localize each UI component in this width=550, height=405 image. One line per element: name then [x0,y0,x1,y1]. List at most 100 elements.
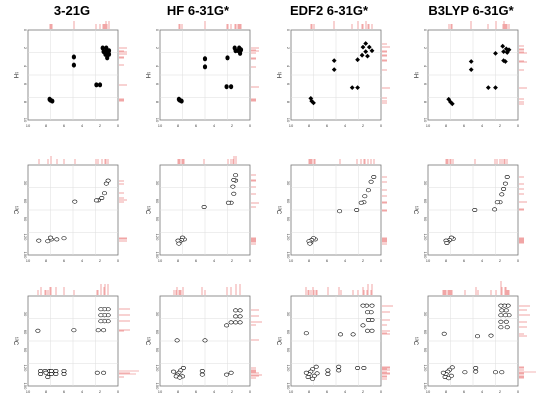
data-point [202,338,208,343]
projection-spectra [38,156,127,242]
data-point [355,57,360,63]
y-tick-label: 10 [423,118,428,123]
data-point [501,187,507,192]
data-point [501,49,506,54]
data-point [171,369,177,374]
data-point [225,200,231,205]
x-tick-label: 2 [499,389,502,394]
data-point [371,175,377,180]
y-axis-label: ¹³C [412,337,418,346]
data-point [354,208,360,213]
x-tick-label: 2 [99,123,102,128]
y-tick-label: 30 [23,312,28,317]
x-tick-label: 2 [231,258,234,263]
data-point [498,303,504,308]
data-point [237,320,243,325]
x-tick-label: 10 [26,258,31,263]
data-point [498,313,504,318]
y-tick-label: 6 [423,83,428,86]
data-point [502,313,508,318]
panel-1-1: 10 8 6 4 2 0 150 120 90 60 30 ¹³C [144,156,259,263]
data-point [101,328,107,333]
data-point [199,368,205,373]
data-point [358,200,364,205]
data-point [313,364,319,369]
projection-spectra [445,159,527,244]
x-tick-label: 4 [81,258,84,263]
data-point [303,331,309,336]
y-axis-label: ¹H [412,72,418,78]
data-point [233,320,239,325]
y-axis-label: ¹³C [275,337,281,346]
data-point [331,67,337,72]
y-tick-label: 150 [286,383,291,390]
x-tick-label: 6 [63,123,66,128]
projection-spectra [442,281,536,379]
panel-0-1: 10 8 6 4 2 0 0 2 4 6 8 10 ¹H [144,21,259,128]
data-point [499,370,505,375]
data-point [468,59,474,64]
data-point [494,200,500,205]
y-tick-label: 120 [155,234,160,241]
data-point [359,52,365,58]
data-point [98,313,104,318]
data-point [307,241,313,246]
x-tick-label: 10 [426,123,431,128]
y-axis-label: ¹³C [12,337,18,346]
y-tick-label: 4 [155,65,160,68]
x-tick-label: 8 [177,123,180,128]
y-tick-label: 0 [23,29,28,32]
y-tick-label: 60 [23,199,28,204]
data-point [331,58,337,63]
data-point [103,51,108,57]
data-point [365,317,371,322]
projection-spectra [308,159,387,245]
x-tick-label: 8 [445,258,448,263]
data-point [94,370,100,375]
data-point [365,53,370,59]
projection-spectra [173,284,262,379]
y-tick-label: 150 [423,383,428,390]
data-point [448,99,453,105]
y-tick-label: 4 [286,65,291,68]
x-tick-label: 2 [499,258,502,263]
data-point [504,325,510,330]
data-point [305,374,311,379]
x-tick-label: 0 [117,389,120,394]
data-point [498,325,504,330]
data-point [364,328,370,333]
data-point [363,49,369,54]
data-point [72,199,78,204]
panel-0-2: 10 8 6 4 2 0 0 2 4 6 8 10 ¹H [275,21,390,128]
data-point [369,48,375,54]
x-tick-label: 8 [45,389,48,394]
panel-1-3: 10 8 6 4 2 0 150 120 90 60 30 ¹³C [412,159,527,263]
data-point [231,191,237,196]
y-axis-label: ¹³C [412,206,418,215]
data-point [493,85,498,90]
y-tick-label: 2 [23,47,28,50]
y-tick-label: 6 [286,83,291,86]
data-point [202,56,208,62]
x-tick-label: 8 [308,389,311,394]
x-tick-label: 4 [481,123,484,128]
y-axis-label: ¹³C [275,206,281,215]
x-tick-label: 4 [213,123,216,128]
y-tick-label: 4 [23,65,28,68]
data-point [473,365,479,370]
x-tick-label: 8 [45,258,48,263]
y-axis-label: ¹³C [144,337,150,346]
x-tick-label: 4 [481,258,484,263]
column-title-b3lyp: B3LYP 6-31G* [428,3,514,18]
data-point [233,314,239,319]
x-tick-label: 6 [63,258,66,263]
y-tick-label: 150 [423,252,428,259]
y-tick-label: 0 [286,29,291,32]
y-tick-label: 2 [423,47,428,50]
data-point [106,51,112,57]
data-point [103,181,109,186]
data-point [498,319,504,324]
data-point [366,44,372,50]
x-tick-label: 6 [195,258,198,263]
